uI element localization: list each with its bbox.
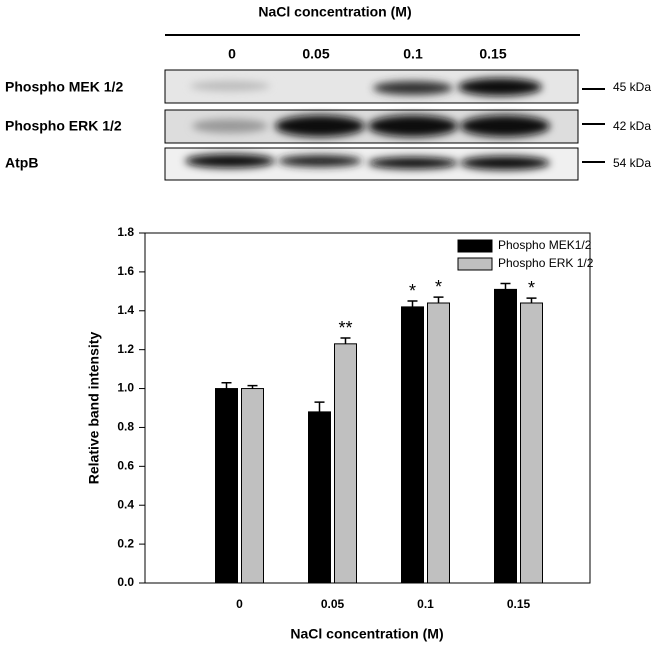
y-tick-label: 1.6 xyxy=(117,264,134,278)
blot-band xyxy=(460,156,550,170)
plot-frame xyxy=(144,232,591,584)
blot-band xyxy=(368,115,458,137)
x-tick-label: 0.1 xyxy=(417,597,434,611)
blot-band xyxy=(458,78,542,96)
error-bar xyxy=(221,381,232,389)
bar xyxy=(334,343,357,584)
y-tick-label: 0.6 xyxy=(117,459,134,473)
significance-label: ** xyxy=(338,318,352,338)
bar xyxy=(241,388,264,584)
blot-band xyxy=(190,81,270,91)
y-tick-label: 1.8 xyxy=(117,225,134,239)
y-tick-label: 0.4 xyxy=(117,497,134,511)
error-bar xyxy=(407,300,418,307)
blot-band xyxy=(460,115,550,137)
significance-label: * xyxy=(409,281,416,301)
bar xyxy=(215,388,238,584)
bar xyxy=(427,302,450,584)
lane-label: 0.1 xyxy=(403,46,423,62)
lane-label: 0.15 xyxy=(479,46,506,62)
bar xyxy=(308,411,331,584)
blot-images xyxy=(164,69,579,181)
bar xyxy=(401,306,424,584)
blot-band xyxy=(185,154,275,168)
x-tick-label: 0.05 xyxy=(321,597,345,611)
blot-band xyxy=(373,81,453,95)
blot-band xyxy=(278,155,362,167)
x-tick-label: 0 xyxy=(236,597,243,611)
error-bar xyxy=(247,384,258,389)
blot-band xyxy=(275,115,365,137)
y-tick-label: 1.4 xyxy=(117,303,134,317)
lane-label: 0 xyxy=(228,46,236,62)
error-bar xyxy=(433,296,444,303)
bar xyxy=(494,288,517,584)
row-label: Phospho MEK 1/2 xyxy=(5,79,123,95)
significance-label: * xyxy=(528,278,535,298)
lane-label: 0.05 xyxy=(302,46,329,62)
row-label: AtpB xyxy=(5,155,38,171)
legend-swatch xyxy=(457,239,493,253)
size-label: 54 kDa xyxy=(613,156,651,170)
row-label: Phospho ERK 1/2 xyxy=(5,118,122,134)
bar xyxy=(520,302,543,584)
y-tick-label: 1.2 xyxy=(117,342,134,356)
legend-label: Phospho MEK1/2 xyxy=(498,238,592,252)
significance-label: * xyxy=(435,277,442,297)
legend-label: Phospho ERK 1/2 xyxy=(498,256,594,270)
legend-swatch xyxy=(457,257,493,271)
size-label: 42 kDa xyxy=(613,119,651,133)
x-axis-label: NaCl concentration (M) xyxy=(290,626,443,642)
error-bar xyxy=(500,282,511,290)
y-axis-label: Relative band intensity xyxy=(86,332,102,485)
size-label: 45 kDa xyxy=(613,80,651,94)
x-tick-label: 0.15 xyxy=(507,597,531,611)
y-tick-label: 0.8 xyxy=(117,420,134,434)
y-tick-label: 0.0 xyxy=(117,575,134,589)
blot-band xyxy=(192,119,268,133)
error-bar xyxy=(340,337,351,344)
blot-band xyxy=(368,157,458,169)
blot-title: NaCl concentration (M) xyxy=(258,4,411,20)
y-tick-label: 0.2 xyxy=(117,536,134,550)
y-tick-label: 1.0 xyxy=(117,381,134,395)
error-bar xyxy=(526,297,537,303)
error-bar xyxy=(314,401,325,412)
